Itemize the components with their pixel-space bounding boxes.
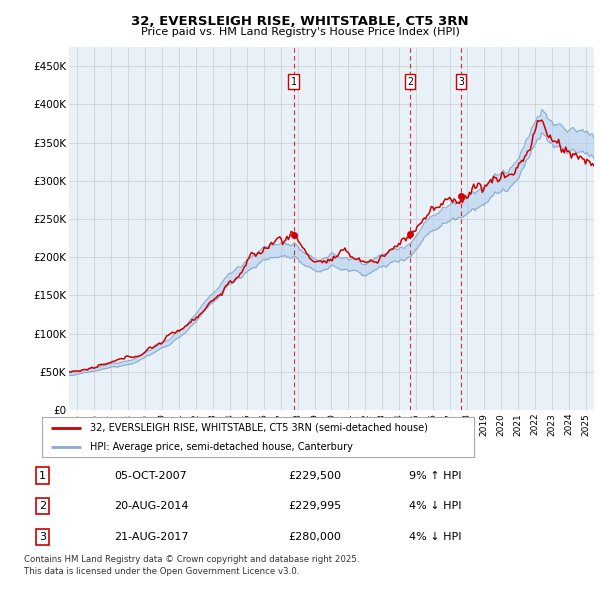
- Text: 4% ↓ HPI: 4% ↓ HPI: [409, 532, 462, 542]
- Text: 05-OCT-2007: 05-OCT-2007: [114, 471, 187, 481]
- Text: 21-AUG-2017: 21-AUG-2017: [114, 532, 188, 542]
- Text: Price paid vs. HM Land Registry's House Price Index (HPI): Price paid vs. HM Land Registry's House …: [140, 27, 460, 37]
- Text: £229,995: £229,995: [288, 502, 341, 512]
- Text: HPI: Average price, semi-detached house, Canterbury: HPI: Average price, semi-detached house,…: [89, 442, 352, 452]
- Text: 32, EVERSLEIGH RISE, WHITSTABLE, CT5 3RN (semi-detached house): 32, EVERSLEIGH RISE, WHITSTABLE, CT5 3RN…: [89, 422, 427, 432]
- Text: Contains HM Land Registry data © Crown copyright and database right 2025.
This d: Contains HM Land Registry data © Crown c…: [24, 555, 359, 576]
- Text: 4% ↓ HPI: 4% ↓ HPI: [409, 502, 462, 512]
- Text: 20-AUG-2014: 20-AUG-2014: [114, 502, 188, 512]
- Text: 9% ↑ HPI: 9% ↑ HPI: [409, 471, 462, 481]
- Text: £229,500: £229,500: [288, 471, 341, 481]
- Text: 2: 2: [39, 502, 46, 512]
- Text: 32, EVERSLEIGH RISE, WHITSTABLE, CT5 3RN: 32, EVERSLEIGH RISE, WHITSTABLE, CT5 3RN: [131, 15, 469, 28]
- Text: 3: 3: [458, 77, 464, 87]
- Text: 1: 1: [39, 471, 46, 481]
- Text: £280,000: £280,000: [288, 532, 341, 542]
- Text: 2: 2: [407, 77, 413, 87]
- Text: 1: 1: [290, 77, 296, 87]
- Text: 3: 3: [39, 532, 46, 542]
